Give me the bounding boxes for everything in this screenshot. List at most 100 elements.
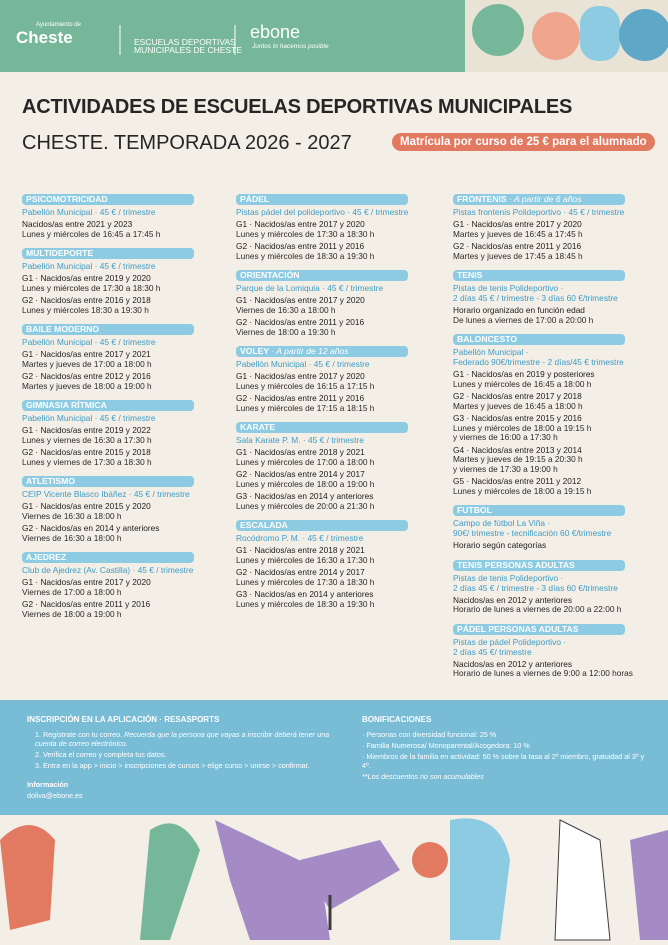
discounts: · Personas con diversidad funcional: 25 … <box>362 730 652 770</box>
time: Lunes y miércoles de 16:45 a 18:00 h <box>453 378 592 389</box>
venue-line: 2 días 45 € / trimestre - 3 días 60 €/tr… <box>453 582 618 593</box>
column: PÁDEL Pistas pádel del polideportivo · 45… <box>236 194 441 618</box>
venue: Pistas de tenis Polideportivo · 2 días 45… <box>453 283 658 303</box>
venue-line: Pistas frontenis Polideportivo · 45 € / … <box>453 207 625 217</box>
section-title: BAILE MODERNO <box>22 324 194 335</box>
column: PSICOMOTRICIDAD Pabellón Municipal · 45 €… <box>22 194 227 628</box>
section-name: BALONCESTO <box>457 334 518 344</box>
group: G2 · Nacidos/as entre 2012 y 2016 <box>22 371 151 381</box>
schedule-item: G1 · Nacidos/as entre 2017 y 2021 Martes … <box>22 349 227 369</box>
schedule-item: G2 · Nacidos/as entre 2012 y 2016 Martes … <box>22 371 227 391</box>
group: G2 · Nacidos/as entre 2011 y 2016 <box>22 599 151 609</box>
group: G2 · Nacidos/as entre 2011 y 2016 <box>453 241 582 251</box>
group: G2 · Nacidos/as entre 2014 y 2017 <box>236 469 365 479</box>
venue-line: Pabellón Municipal · 45 € / trimestre <box>22 337 156 347</box>
footer-right: BONIFICACIONES · Personas con diversidad… <box>362 715 652 781</box>
venue: Club de Ajedrez (Av. Castilla) · 45 € / … <box>22 565 227 575</box>
venue: Parque de la Lomiquia · 45 € / trimestre <box>236 283 441 293</box>
section-name: PÁDEL <box>240 194 270 204</box>
time: De lunes a viernes de 17:00 a 20:00 h <box>453 314 594 325</box>
section: FUTBOL Campo de fútbol La Viña · 90€/ trim… <box>453 505 658 551</box>
venue-line: Parque de la Lomiquia · 45 € / trimestre <box>236 283 384 293</box>
time: Lunes y miércoles de 16:45 a 17:45 h <box>22 228 161 239</box>
venue: Sala Karate P. M. · 45 € / trimestre <box>236 435 441 445</box>
time: Martes y jueves de 17:00 a 18:00 h <box>22 358 152 369</box>
group: G2 · Nacidos/as entre 2014 y 2017 <box>236 567 365 577</box>
section-title: PÁDEL PERSONAS ADULTAS <box>453 623 625 635</box>
time: Martes y jueves de 19:15 a 20:30 h <box>453 454 583 464</box>
section-title: ATLETISMO <box>22 476 194 487</box>
schedule-item: G2 · Nacidos/as entre 2011 y 2016 Martes … <box>453 241 658 261</box>
time: y viernes de 17:30 a 19:00 h <box>453 463 558 474</box>
venue: Pabellón Municipal · 45 € / trimestre <box>22 261 227 271</box>
venue-line: Campo de fútbol La Viña · <box>453 518 551 528</box>
section-name: KARATE <box>240 422 276 432</box>
step-text: 3. Entra en la app > inicio > inscripcio… <box>35 761 310 770</box>
venue-line: Rocódromo P. M. · 45 € / trimestre <box>236 533 364 543</box>
group: G1 · Nacidos/as entre 2019 y 2020 <box>22 273 151 283</box>
time: Martes y jueves de 18:00 a 19:00 h <box>22 380 152 391</box>
footer-left: INSCRIPCIÓN EN LA APLICACIÓN · RESASPORT… <box>27 715 347 800</box>
section-name: TENIS <box>457 270 483 280</box>
venue: Pistas frontenis Polideportivo · 45 € / … <box>453 207 658 217</box>
section-name: GIMNASIA RÍTMICA <box>26 400 107 410</box>
section-title: ORIENTACIÓN <box>236 270 408 281</box>
brand: ebone <box>250 22 301 42</box>
venue-line: Pistas de tenis Polideportivo · <box>453 572 564 583</box>
time: Lunes y miércoles de 18:00 a 19:15 h <box>453 422 592 433</box>
venue-line: Pabellón Municipal · 45 € / trimestre <box>236 359 370 369</box>
schedule-item: G1 · Nacidos/as entre 2019 y 2020 Lunes y… <box>22 273 227 293</box>
step-text: 1. Regístrate con tu correo. <box>35 730 125 739</box>
section-name: PÁDEL PERSONAS ADULTAS <box>457 623 579 634</box>
time: Lunes y miércoles de 16:15 a 17:15 h <box>236 380 375 391</box>
venue-line: 2 días 45 €/ trimestre <box>453 646 532 657</box>
venue: CEIP Vicente Blasco Ibáñez · 45 € / trim… <box>22 489 227 499</box>
schedule-item: G2 · Nacidos/as entre 2011 y 2016 Viernes… <box>22 599 227 619</box>
discount: · Personas con diversidad funcional: 25 … <box>362 730 497 739</box>
venue-line: Pistas de pádel Polideportivo · <box>453 636 567 647</box>
schedule-item: Horario organizado en función edad De lun… <box>453 305 658 325</box>
badge: Matrícula por curso de 25 € para el alum… <box>392 133 655 151</box>
section-name: ORIENTACIÓN <box>240 270 300 280</box>
section-name: ESCALADA <box>240 520 288 530</box>
venue: Pistas de tenis Polideportivo · 2 días 45… <box>453 573 658 593</box>
time: Horario de lunes a viernes de 20:00 a 22… <box>453 604 622 614</box>
group: G2 · Nacidos/as entre 2017 y 2018 <box>453 391 582 401</box>
schedule-item: G5 · Nacidos/as entre 2011 y 2012 Lunes y… <box>453 476 658 496</box>
schedule-item: G1 · Nacidos/as entre 2017 y 2020 Viernes… <box>22 577 227 597</box>
schedule-item: Nacidos/as en 2012 y anteriores Horario d… <box>453 659 658 679</box>
schedule-item: Nacidos/as en 2012 y anteriores Horario d… <box>453 594 658 615</box>
section-title: PSICOMOTRICIDAD <box>22 194 194 205</box>
subtitle: CHESTE. TEMPORADA 2026 - 2027 <box>22 132 352 154</box>
section-title: TENIS <box>453 270 625 281</box>
group: G1 · Nacidos/as entre 2017 y 2021 <box>22 349 151 359</box>
section-title: KARATE <box>236 422 408 433</box>
group: Nacidos/as en 2012 y anteriores <box>453 594 572 605</box>
group: Nacidos/as entre 2021 y 2023 <box>22 219 133 229</box>
title: ACTIVIDADES DE ESCUELAS DEPORTIVAS MUNIC… <box>22 96 573 118</box>
schedule-item: G1 · Nacidos/as entre 2018 y 2021 Lunes y… <box>236 447 441 467</box>
section-title: MULTIDEPORTE <box>22 248 194 259</box>
schedule-item: Horario según categorías <box>453 540 658 551</box>
group: G1 · Nacidos/as entre 2017 y 2020 <box>453 219 582 229</box>
schedule-item: G4 · Nacidos/as entre 2013 y 2014 Martes … <box>453 445 658 475</box>
section: BALONCESTO Pabellón Municipal · Federado 9… <box>453 334 658 496</box>
section: PÁDEL PERSONAS ADULTAS Pistas de pádel Po… <box>453 623 658 679</box>
section: ORIENTACIÓN Parque de la Lomiquia · 45 € … <box>236 270 441 337</box>
group: Horario organizado en función edad <box>453 305 585 315</box>
time: Lunes y miércoles de 17:30 a 18:30 h <box>236 576 375 587</box>
time: Lunes y viernes de 17:30 a 18:30 h <box>22 456 152 467</box>
section-note: · A partir de 6 años <box>509 194 582 204</box>
footer-left-title: INSCRIPCIÓN EN LA APLICACIÓN · RESASPORT… <box>27 715 220 724</box>
schedule-item: G2 · Nacidos/as entre 2014 y 2017 Lunes y… <box>236 469 441 489</box>
venue-line: Pabellón Municipal · <box>453 347 529 357</box>
slogan: Juntos lo hacemos posible <box>252 43 329 50</box>
venue: Pabellón Municipal · 45 € / trimestre <box>22 207 227 217</box>
schedule-item: G3 · Nacidos/as en 2014 y anteriores Lune… <box>236 589 441 609</box>
venue: Pabellón Municipal · Federado 90€/trimest… <box>453 347 658 367</box>
time: Lunes y miércoles de 18:30 a 19:30 h <box>236 598 375 609</box>
time: Viernes de 16:30 a 18:00 h <box>22 510 122 521</box>
group: G2 · Nacidos/as entre 2011 y 2016 <box>236 317 365 327</box>
time: Martes y jueves de 16:45 a 17:45 h <box>453 228 583 239</box>
venue: Pabellón Municipal · 45 € / trimestre <box>22 413 227 423</box>
